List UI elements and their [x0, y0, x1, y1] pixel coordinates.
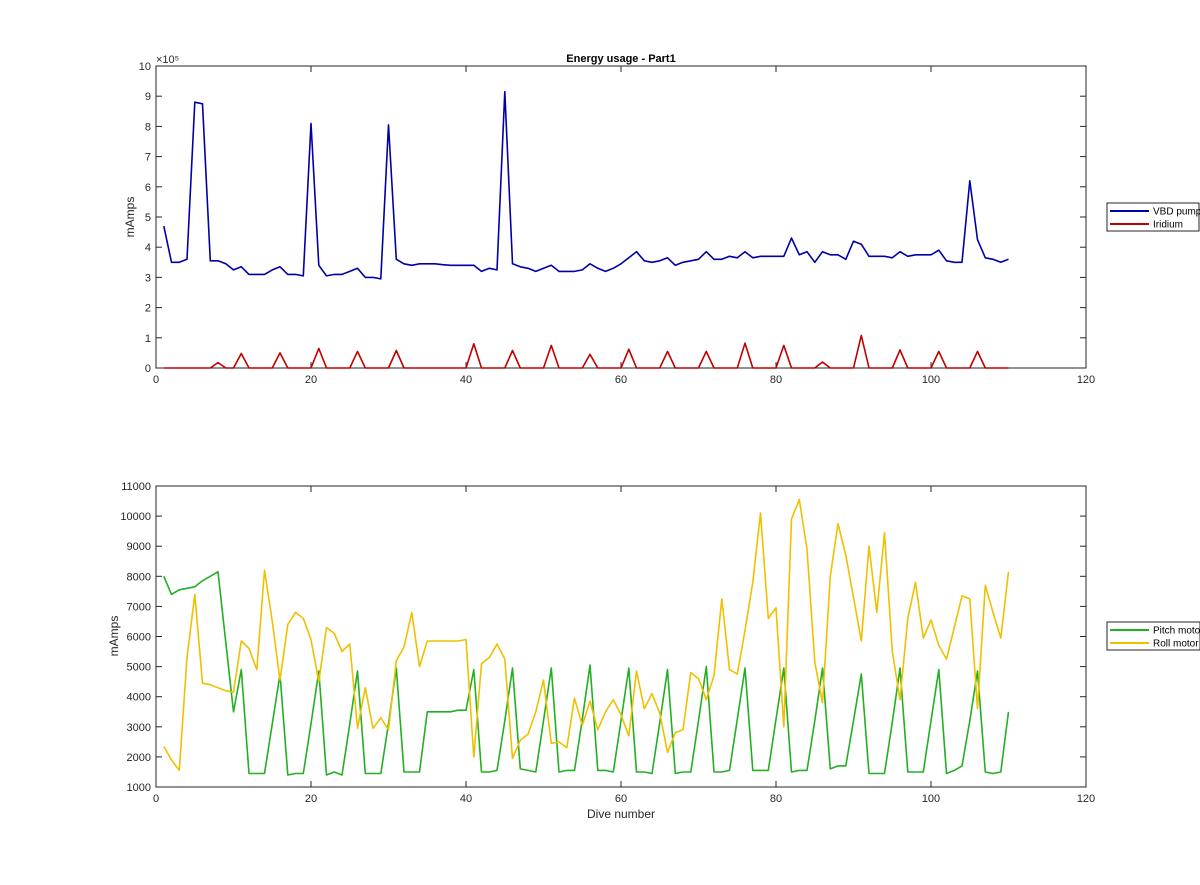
bottom-x-tick-label: 40: [460, 793, 472, 805]
top-y-tick-label: 3: [145, 272, 151, 284]
bottom-y-tick-label: 10000: [120, 511, 151, 523]
bottom-legend: Pitch motor Roll motor: [1106, 621, 1200, 651]
top-tick-group: 0 20 40 60 80 100 120 0 1 2 3 4 5 6 7 8 9 10: [139, 61, 1095, 386]
top-y-tick-label: 9: [145, 91, 151, 103]
top-y-axis-label: mAmps: [123, 197, 137, 238]
top-y-tick-label: 0: [145, 363, 151, 375]
bottom-plot-area: [155, 485, 1087, 788]
legend-label-iridium: Iridium: [1153, 220, 1183, 231]
series-line-vbd-pump: [163, 90, 1009, 280]
top-y-tick-label: 8: [145, 121, 151, 133]
bottom-y-tick-label: 8000: [127, 571, 151, 583]
legend-label-roll-motor: Roll motor: [1153, 639, 1199, 650]
top-series-group: [163, 90, 1009, 369]
bottom-y-axis-label: mAmps: [107, 616, 121, 657]
top-x-tick-label: 80: [770, 374, 782, 386]
top-y-tick-label: 4: [145, 242, 151, 254]
series-line-iridium: [163, 334, 1009, 369]
bottom-y-tick-label: 6000: [127, 632, 151, 644]
top-axes: Energy usage - Part1 ×10⁵ mAmps 0 20 40 60 8…: [123, 53, 1095, 386]
top-legend: VBD pump Iridium: [1106, 202, 1200, 232]
bottom-x-tick-label: 120: [1077, 793, 1095, 805]
bottom-x-axis-label: Dive number: [587, 807, 655, 821]
bottom-y-tick-label: 11000: [121, 481, 151, 493]
bottom-x-tick-label: 0: [153, 793, 159, 805]
bottom-y-tick-label: 2000: [127, 752, 151, 764]
bottom-x-tick-label: 20: [305, 793, 317, 805]
top-y-tick-label: 2: [145, 303, 151, 315]
bottom-y-tick-label: 1000: [127, 782, 151, 794]
top-y-tick-label: 1: [145, 333, 151, 345]
top-x-tick-label: 120: [1077, 374, 1095, 386]
bottom-x-tick-label: 80: [770, 793, 782, 805]
top-legend-box: [1106, 202, 1200, 232]
legend-label-pitch-motor: Pitch motor: [1153, 626, 1200, 637]
top-x-tick-label: 20: [305, 374, 317, 386]
top-x-tick-label: 40: [460, 374, 472, 386]
legend-label-vbd-pump: VBD pump: [1153, 207, 1200, 218]
bottom-y-tick-label: 9000: [127, 541, 151, 553]
bottom-legend-box: [1106, 621, 1200, 651]
top-plot-area: [155, 65, 1087, 369]
top-exponent-label: ×10⁵: [156, 54, 179, 66]
top-x-tick-label: 0: [153, 374, 159, 386]
bottom-series-group: [163, 498, 1010, 776]
top-chart-title: Energy usage - Part1: [566, 53, 675, 65]
series-line-roll-motor: [163, 498, 1010, 772]
top-y-tick-label: 5: [145, 212, 151, 224]
bottom-x-tick-label: 60: [615, 793, 627, 805]
bottom-x-tick-label: 100: [922, 793, 940, 805]
bottom-axes: mAmps Dive number 0 20 40 60 80 100 120 1000 200…: [107, 481, 1095, 821]
series-line-pitch-motor: [163, 570, 1010, 776]
bottom-y-tick-label: 5000: [127, 662, 151, 674]
bottom-y-tick-label: 3000: [127, 722, 151, 734]
top-y-tick-label: 6: [145, 182, 151, 194]
top-x-tick-label: 60: [615, 374, 627, 386]
top-y-tick-label: 7: [145, 152, 151, 164]
bottom-y-tick-label: 4000: [127, 692, 151, 704]
bottom-tick-group: 0 20 40 60 80 100 120 1000 2000 3000 4000 5000 6000 7…: [120, 481, 1095, 805]
bottom-y-tick-label: 7000: [127, 601, 151, 613]
top-y-tick-label: 10: [139, 61, 151, 73]
top-x-tick-label: 100: [922, 374, 940, 386]
